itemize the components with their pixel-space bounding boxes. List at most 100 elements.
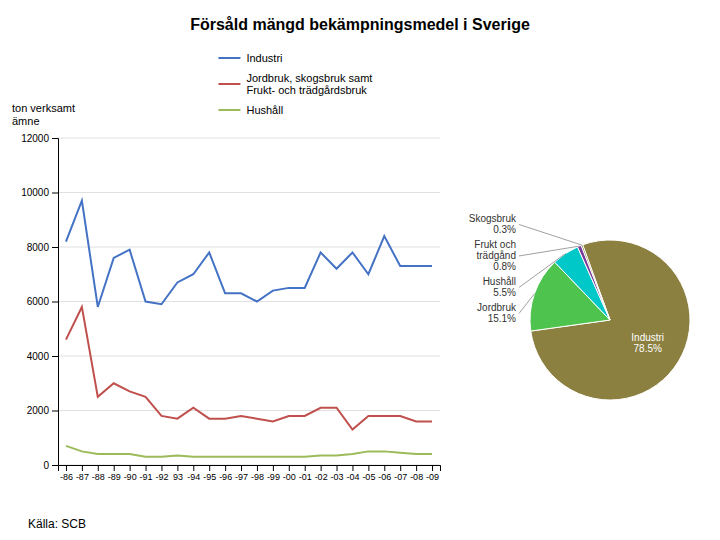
x-tick: -87 [76,465,89,482]
legend-label-line: Jordbruk, skogsbruk samt [246,72,372,84]
grid-line [58,356,440,357]
pie: Industri78.5% Skogsbruk0.3% Frukt ochträdg… [469,213,690,400]
annotation: Källa: SCB [28,517,86,531]
x-tick-label: -96 [219,472,232,482]
x-tick-label: -04 [346,472,359,482]
pie-slice [531,240,690,400]
grid-line [58,301,440,302]
x-tick-mark [321,465,322,471]
x-tick-mark [66,465,67,471]
pie-label-category: Jordbruk [477,302,517,313]
x-tick: -98 [251,465,264,482]
y-axis-label-line: ämne [12,115,40,127]
x-tick-label: -07 [394,472,407,482]
series-line [66,446,432,457]
x-tick: -88 [92,465,105,482]
y-tick: 8000 [27,242,58,253]
x-tick: -99 [267,465,280,482]
x-tick: -86 [60,465,73,482]
pie-label-category: Hushåll [483,276,516,287]
x-tick-label: -06 [378,472,391,482]
x-tick-mark [193,465,194,471]
x-tick-mark [257,465,258,471]
y-tick: 6000 [27,296,58,307]
x-tick-mark [416,465,417,471]
x-axis: -86-87-88-89-90-91-9293-94-95-96-97-98-9… [59,465,441,482]
grid-line [58,138,440,139]
y-tick: 12000 [21,133,58,144]
x-tick: -01 [299,465,312,482]
x-tick: -95 [203,465,216,482]
pie-label-category: Industri [631,332,664,343]
pie-label-category-line: Industri [631,332,664,343]
y-tick: 4000 [27,351,58,362]
pie-label-category: Frukt ochträdgånd [474,239,516,261]
x-tick: -08 [410,465,423,482]
x-tick-label: -08 [410,472,423,482]
x-tick-label: -88 [92,472,105,482]
y-domain [52,139,59,466]
x-tick: -09 [426,465,439,482]
x-tick-mark [161,465,162,471]
x-tick-mark [114,465,115,471]
pie-label-category-line: trädgånd [477,250,516,261]
pie-label: Industri78.5% [631,332,664,354]
pie-label-value: 78.5% [634,343,662,354]
y-tick-mark [52,411,58,412]
y-tick-mark [52,465,58,466]
y-axis-label-line: ton verksamt [12,102,75,114]
x-tick: -06 [378,465,391,482]
pie-label: Jordbruk15.1% [477,302,517,324]
x-tick-mark [273,465,274,471]
x-tick-mark [384,465,385,471]
pie-label-value: 0.3% [493,224,516,235]
x-tick: -07 [394,465,407,482]
x-tick-label: -91 [140,472,153,482]
y-tick: 10000 [21,187,58,198]
x-tick-label: -89 [108,472,121,482]
grid-line [58,247,440,248]
legend-label: Jordbruk, skogsbruk samtFrukt- och trädg… [246,72,372,96]
x-tick-label: -94 [187,472,200,482]
pie-label: Skogsbruk0.3% [469,213,517,235]
x-tick-label: -87 [76,472,89,482]
x-tick: -92 [155,465,168,482]
pie-label-category-line: Jordbruk [477,302,517,313]
x-tick-label: -95 [203,472,216,482]
y-tick-mark [52,247,58,248]
pie-label: Hushåll5.5% [483,276,516,298]
x-tick-label: -97 [235,472,248,482]
x-tick: -91 [140,465,153,482]
legend-item: Industri [218,52,282,64]
y-tick-mark [52,138,58,139]
legend-item: Hushåll [218,104,283,116]
y-tick-label: 10000 [21,187,49,198]
y-axis-label: ton verksamtämne [12,102,75,127]
x-tick-mark [225,465,226,471]
grid-line [58,192,440,193]
x-tick-label: -98 [251,472,264,482]
legend-label: Industri [246,52,282,64]
pie-leader-line [519,224,582,245]
x-tick: -00 [283,465,296,482]
x-tick: -03 [331,465,344,482]
x-domain [59,466,441,472]
x-tick-label: -03 [331,472,344,482]
pie-label-value: 0.8% [493,261,516,272]
pie-label-value: 15.1% [488,313,516,324]
pie-label: Frukt ochträdgånd0.8% [474,239,516,272]
x-tick: -90 [124,465,137,482]
x-tick-mark [209,465,210,471]
pie-slice [581,245,610,320]
pie-label-category-line: Hushåll [483,276,516,287]
series-line [66,201,432,307]
grid [58,138,440,465]
x-tick-label: -05 [362,472,375,482]
plot-area [66,201,432,457]
x-tick-mark [305,465,306,471]
legend-swatch [218,57,240,59]
x-tick-label: -99 [267,472,280,482]
y-tick-label: 0 [43,460,49,471]
x-tick: -94 [187,465,200,482]
x-tick: -89 [108,465,121,482]
